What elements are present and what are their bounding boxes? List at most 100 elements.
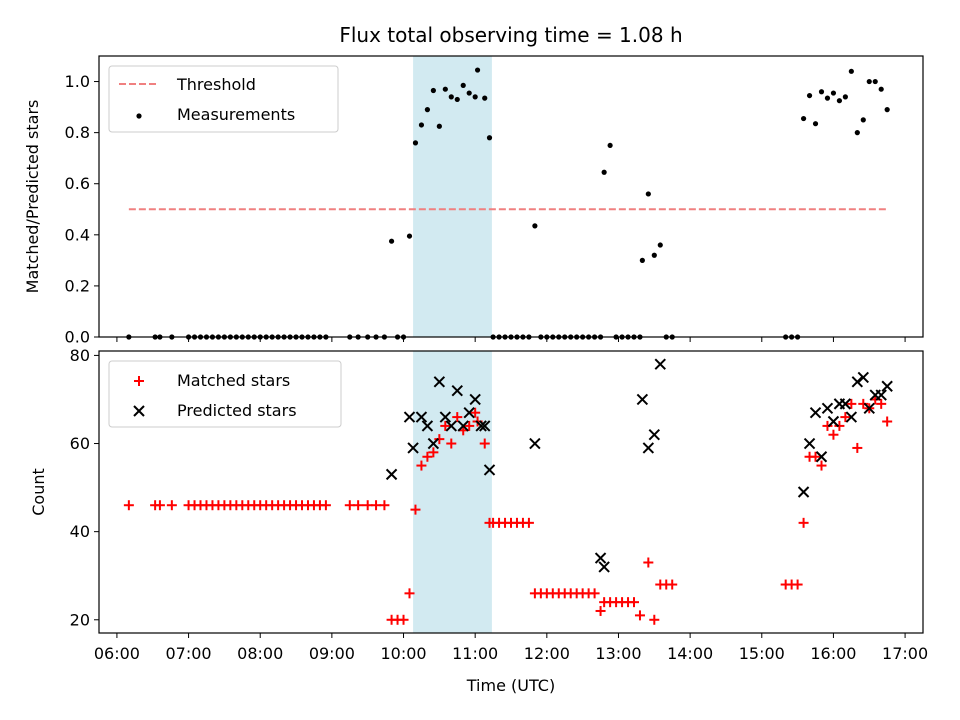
bottom-panel: 20 40 60 80 06:00 07:00 08:00 09:00 10:00 11:00 1… [29, 346, 928, 695]
matched-stars-point [840, 412, 851, 423]
predicted-stars-point [385, 468, 398, 481]
matched-stars-point [876, 398, 887, 409]
legend-plus-marker [134, 376, 144, 386]
matched-stars-point [882, 416, 893, 427]
measurement-point [466, 90, 472, 96]
matched-stars-point [452, 412, 463, 423]
predicted-stars-point [421, 420, 434, 432]
legend-predicted-label: Predicted stars [177, 401, 297, 420]
top-legend: Threshold Measurements [108, 65, 339, 133]
predicted-stars-point [803, 437, 816, 450]
cross-b [803, 437, 816, 450]
cross-b [421, 420, 434, 432]
cross-b [407, 442, 419, 454]
measurement-point [607, 142, 613, 149]
matched-stars-point [792, 579, 803, 590]
cross-b [469, 393, 481, 406]
cross-b [403, 411, 416, 423]
matched-stars-point [649, 614, 660, 625]
top-panel: 0.0 0.2 0.4 0.6 0.8 1.0 Flux total observing … [23, 23, 924, 347]
measurement-point [436, 123, 442, 129]
bot-y-tick-label: 40 [70, 522, 90, 541]
predicted-stars-point [821, 402, 834, 414]
cross-b [439, 411, 452, 423]
x-tick-label: 17:00 [882, 644, 928, 663]
matched-stars-point [595, 605, 606, 616]
measurement-point [406, 233, 413, 239]
matched-stars-point [123, 500, 134, 511]
predicted-stars-point [427, 437, 440, 450]
measurement-point [818, 89, 825, 95]
matched-stars-point [852, 442, 863, 453]
measurement-point [424, 107, 431, 113]
x-tick-label: 15:00 [739, 644, 785, 663]
top-y-axis-label: Matched/Predicted stars [23, 100, 42, 294]
measurement-point [388, 238, 395, 244]
x-tick-label: 14:00 [667, 644, 713, 663]
top-y-tick-label: 0.4 [65, 225, 90, 244]
predicted-stars-point [483, 464, 496, 476]
matched-stars-point [667, 579, 678, 590]
cross-b [851, 376, 864, 388]
legend-threshold-label: Threshold [176, 75, 256, 94]
cross-b [445, 420, 457, 432]
cross-b [451, 384, 463, 397]
bottom-y-axis-label: Count [29, 468, 48, 516]
cross-b [857, 371, 869, 384]
matched-stars-point [828, 429, 839, 440]
predicted-stars-point [809, 406, 822, 419]
predicted-stars-point [636, 393, 649, 406]
top-y-tick-label: 1.0 [65, 72, 90, 91]
bot-y-tick-label: 60 [70, 434, 90, 453]
measurement-point [824, 95, 831, 101]
matched-stars-point [629, 597, 640, 608]
predicted-stars-point [479, 420, 491, 432]
predicted-stars-point [851, 376, 864, 388]
measurement-point [860, 117, 866, 123]
matched-stars-point [643, 557, 654, 568]
predicted-stars-point [469, 393, 481, 406]
bottom-legend-box [108, 360, 342, 428]
measurement-point [448, 94, 454, 100]
matched-stars-point [410, 504, 421, 515]
top-highlight-band [413, 56, 492, 337]
x-tick-label: 08:00 [237, 644, 283, 663]
cross-b [529, 437, 541, 450]
top-x-axis-ticks [116, 337, 906, 342]
x-tick-label: 11:00 [452, 644, 498, 663]
cross-b [133, 405, 145, 417]
matched-stars-point [464, 420, 475, 431]
predicted-stars-point [445, 420, 457, 432]
legend-x-marker [133, 405, 145, 417]
measurement-point [482, 95, 488, 101]
legend-measurements-swatch [136, 113, 142, 119]
top-y-tick-label: 0.2 [65, 276, 90, 295]
measurement-point [830, 90, 837, 96]
predicted-stars-point [457, 420, 469, 432]
cross-b [845, 411, 858, 423]
top-axes-frame [98, 55, 924, 338]
matched-stars-point [320, 500, 331, 511]
measurement-point [454, 96, 460, 103]
matched-stars-point [422, 451, 433, 462]
measurement-point [474, 67, 481, 73]
predicted-stars-point [433, 376, 446, 388]
cross-b [863, 402, 875, 414]
predicted-stars-point [642, 442, 655, 454]
matched-stars-point [404, 588, 415, 599]
legend-predicted-swatch [133, 405, 145, 417]
cross-b [594, 552, 607, 564]
measurement-point [601, 169, 607, 175]
x-tick-label: 06:00 [94, 644, 140, 663]
matched-stars-point [154, 500, 165, 511]
matched-stars-point [379, 500, 390, 511]
measurement-point [800, 115, 807, 122]
x-tick-label: 10:00 [380, 644, 426, 663]
cross-b [427, 437, 440, 450]
measurement-point [486, 135, 493, 141]
matched-stars-point [446, 438, 457, 449]
matched-stars-point [440, 420, 451, 431]
measurement-point [645, 191, 651, 197]
cross-b [648, 429, 661, 441]
